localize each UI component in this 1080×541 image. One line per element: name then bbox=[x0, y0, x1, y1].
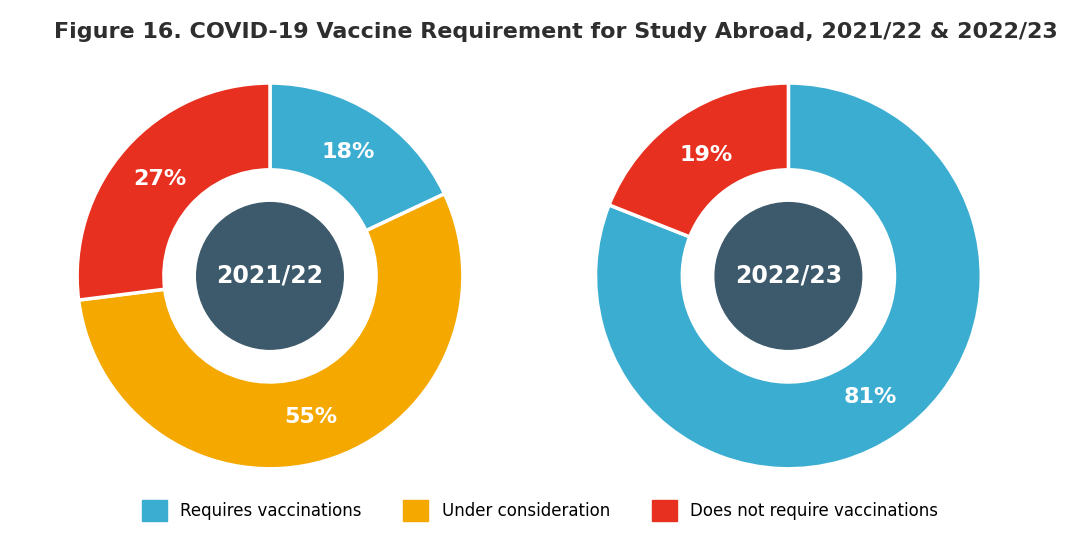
Text: 55%: 55% bbox=[284, 407, 337, 427]
Text: 19%: 19% bbox=[679, 144, 732, 164]
Text: 18%: 18% bbox=[322, 142, 375, 162]
Text: 81%: 81% bbox=[845, 387, 897, 407]
Wedge shape bbox=[270, 83, 445, 231]
Circle shape bbox=[197, 203, 343, 349]
Legend: Requires vaccinations, Under consideration, Does not require vaccinations: Requires vaccinations, Under considerati… bbox=[135, 493, 945, 527]
Text: 2022/23: 2022/23 bbox=[734, 264, 842, 288]
Text: 2021/22: 2021/22 bbox=[216, 264, 324, 288]
Text: Figure 16. COVID-19 Vaccine Requirement for Study Abroad, 2021/22 & 2022/23: Figure 16. COVID-19 Vaccine Requirement … bbox=[54, 22, 1057, 42]
Circle shape bbox=[164, 170, 376, 382]
Wedge shape bbox=[609, 83, 788, 237]
Wedge shape bbox=[595, 83, 982, 469]
Circle shape bbox=[715, 203, 862, 349]
Wedge shape bbox=[79, 194, 463, 469]
Circle shape bbox=[683, 170, 894, 382]
Text: 27%: 27% bbox=[134, 169, 187, 189]
Wedge shape bbox=[77, 83, 270, 300]
